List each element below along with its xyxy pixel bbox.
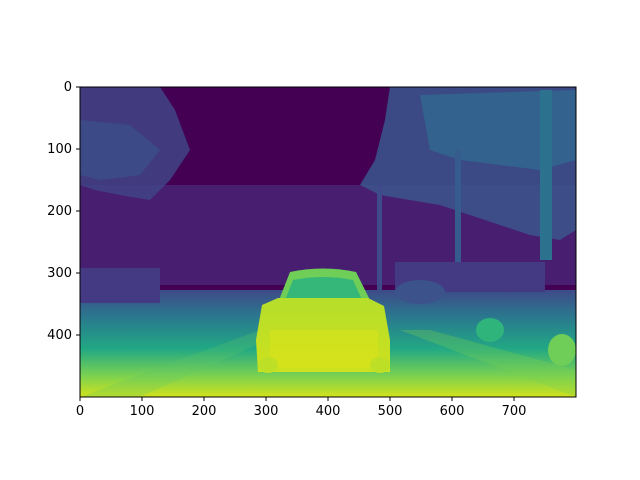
car-wheel-right: [370, 357, 390, 373]
y-tick-label: 300: [47, 266, 72, 281]
car: [256, 268, 390, 373]
y-axis: 0 100 200 300 400: [47, 80, 80, 343]
x-tick-label: 0: [76, 404, 84, 419]
car-wheel-left: [258, 357, 278, 373]
y-tick-label: 400: [47, 328, 72, 343]
x-tick-label: 700: [502, 404, 527, 419]
x-tick-label: 600: [440, 404, 465, 419]
x-tick-label: 400: [316, 404, 341, 419]
y-tick-label: 100: [47, 142, 72, 157]
y-tick-label: 0: [64, 80, 72, 95]
x-axis: 0 100 200 300 400 500 600 700: [76, 397, 527, 419]
depth-image: [80, 87, 576, 397]
y-tick-label: 200: [47, 204, 72, 219]
car-window: [285, 277, 362, 300]
x-tick-label: 300: [254, 404, 279, 419]
x-tick-label: 100: [130, 404, 155, 419]
x-tick-label: 500: [378, 404, 403, 419]
tree-trunk: [540, 90, 552, 260]
x-tick-label: 200: [192, 404, 217, 419]
